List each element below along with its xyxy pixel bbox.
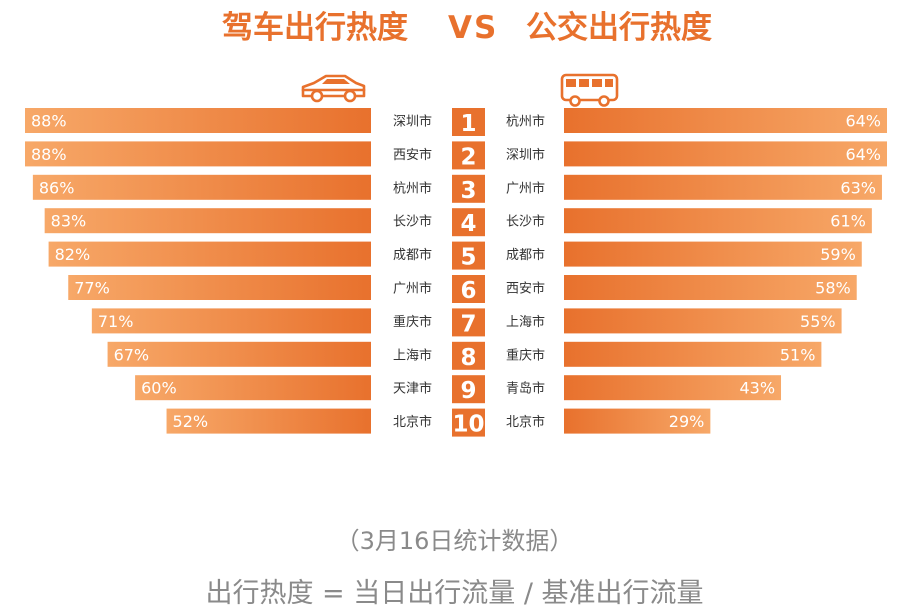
rank-number: 5 <box>460 245 476 271</box>
driving-value-label: 67% <box>114 345 150 364</box>
rank-number: 7 <box>460 311 476 337</box>
driving-city-label: 长沙市 <box>393 214 432 230</box>
bus-city-label: 深圳市 <box>506 147 545 163</box>
rank-box <box>452 241 485 270</box>
vs-label: VS <box>448 10 499 46</box>
rank-number: 6 <box>460 278 476 304</box>
driving-city-label: 杭州市 <box>393 180 432 196</box>
driving-bar <box>91 308 371 334</box>
bus-bar <box>564 174 882 200</box>
bus-value-label: 55% <box>800 312 836 331</box>
comparison-chart: 88% 深圳市 1 杭州市 64% 88% 西安市 2 深圳市 64% 86% 杭州市 3 广州市 63% 8… <box>25 73 887 438</box>
chart-title: 驾车出行热度 VS 公交出行热度 <box>0 6 909 50</box>
driving-bar <box>44 208 372 234</box>
formula-note: 出行热度 = 当日出行流量 / 基准出行流量 <box>205 578 704 609</box>
driving-bar <box>48 241 371 267</box>
bus-bar <box>564 208 872 234</box>
bus-city-label: 重庆市 <box>506 347 545 363</box>
driving-bar <box>135 375 371 401</box>
driving-bar <box>25 108 371 133</box>
rank-box <box>452 141 485 170</box>
bus-bar <box>564 408 711 434</box>
bus-value-label: 58% <box>815 279 851 298</box>
bus-city-label: 北京市 <box>506 414 545 430</box>
rank-number: 2 <box>460 144 476 170</box>
bus-value-label: 51% <box>780 345 816 364</box>
rank-box <box>452 174 485 203</box>
rank-box <box>452 308 485 337</box>
bus-value-label: 63% <box>840 178 876 197</box>
driving-city-label: 北京市 <box>393 414 432 430</box>
rank-box <box>452 108 485 136</box>
rank-number: 3 <box>460 178 476 204</box>
bus-city-label: 长沙市 <box>506 214 545 230</box>
car-icon <box>301 74 366 103</box>
bus-bar <box>564 241 862 267</box>
driving-value-label: 86% <box>39 178 75 197</box>
bus-bar <box>564 141 887 167</box>
rank-box <box>452 375 485 404</box>
bus-title: 公交出行热度 <box>526 10 712 46</box>
driving-city-label: 重庆市 <box>393 314 432 330</box>
driving-value-label: 82% <box>55 245 91 264</box>
driving-city-label: 上海市 <box>393 347 432 363</box>
driving-title: 驾车出行热度 <box>222 10 408 46</box>
bus-city-label: 上海市 <box>506 314 545 330</box>
driving-value-label: 60% <box>141 379 177 398</box>
driving-city-label: 天津市 <box>393 381 432 397</box>
bus-value-label: 59% <box>820 245 856 264</box>
driving-value-label: 88% <box>31 145 67 164</box>
bus-city-label: 成都市 <box>506 247 545 263</box>
rank-number: 1 <box>460 111 476 137</box>
rank-box <box>452 275 485 303</box>
bus-icon <box>560 73 619 107</box>
bus-value-label: 64% <box>845 112 881 131</box>
driving-value-label: 88% <box>31 112 67 131</box>
rank-box <box>452 341 485 370</box>
driving-city-label: 深圳市 <box>393 114 432 130</box>
driving-value-label: 77% <box>74 279 110 298</box>
driving-value-label: 71% <box>98 312 134 331</box>
rank-box <box>452 408 485 437</box>
bus-bar <box>564 275 857 300</box>
bus-bar <box>564 375 782 401</box>
driving-bar <box>68 275 371 300</box>
driving-value-label: 83% <box>51 212 87 231</box>
bus-bar <box>564 308 842 334</box>
rank-box <box>452 208 485 237</box>
bus-value-label: 61% <box>830 212 866 231</box>
driving-bar <box>166 408 371 434</box>
rank-number: 9 <box>460 378 476 404</box>
bus-value-label: 64% <box>845 145 881 164</box>
rank-number: 4 <box>460 211 476 237</box>
driving-city-label: 广州市 <box>393 281 432 297</box>
bus-bar <box>564 341 822 367</box>
driving-bar <box>32 174 371 200</box>
driving-value-label: 52% <box>173 412 209 431</box>
bus-value-label: 29% <box>669 412 705 431</box>
date-note: （3月16日统计数据） <box>335 527 574 555</box>
bus-city-label: 青岛市 <box>506 381 545 397</box>
driving-city-label: 西安市 <box>393 147 432 163</box>
driving-bar <box>25 141 371 167</box>
rank-number: 8 <box>460 345 476 371</box>
driving-bar <box>107 341 372 367</box>
bus-city-label: 广州市 <box>506 180 545 196</box>
bus-city-label: 杭州市 <box>506 114 545 130</box>
bus-bar <box>564 108 887 133</box>
bus-value-label: 43% <box>739 379 775 398</box>
rank-number: 10 <box>452 412 484 438</box>
bus-city-label: 西安市 <box>506 281 545 297</box>
driving-city-label: 成都市 <box>393 247 432 263</box>
